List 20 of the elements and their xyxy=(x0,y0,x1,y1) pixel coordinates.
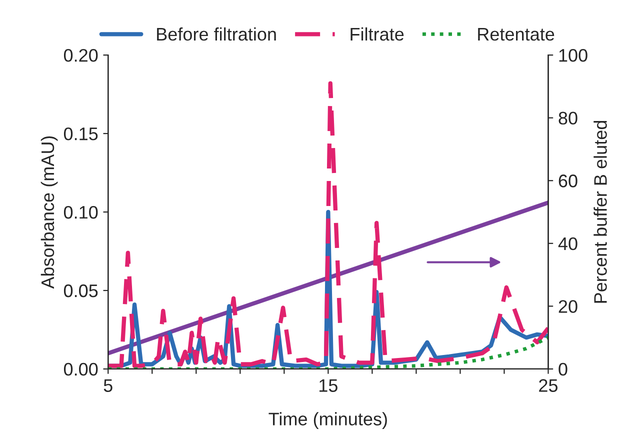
y2-tick-label: 40 xyxy=(558,237,578,250)
x-axis-title: Time (minutes) xyxy=(268,412,387,430)
y-tick-label: 0.10 xyxy=(64,206,98,219)
legend-label: Filtrate xyxy=(350,27,404,41)
y2-tick-label: 20 xyxy=(558,300,578,313)
x-tick-label: 15 xyxy=(320,379,338,392)
y2-tick-label: 60 xyxy=(558,174,578,188)
y-tick-label: 0.20 xyxy=(64,48,98,62)
y2-tick-label: 0 xyxy=(558,362,568,376)
y-tick-label: 0.05 xyxy=(64,284,98,298)
y-tick-label: 0.15 xyxy=(64,127,98,140)
y-axis-title: Absorbance (mAU) xyxy=(40,136,58,289)
legend-label: Retentate xyxy=(478,28,554,41)
x-tick-label: 5 xyxy=(104,379,112,392)
y2-axis-title: Percent buffer B eluted xyxy=(594,120,607,303)
y2-tick-label: 80 xyxy=(558,112,578,125)
x-tick-label: 25 xyxy=(539,379,558,392)
y2-tick-label: 100 xyxy=(559,48,588,62)
legend-label: Before filtration xyxy=(157,27,276,41)
y-tick-label: 0.00 xyxy=(64,362,98,376)
